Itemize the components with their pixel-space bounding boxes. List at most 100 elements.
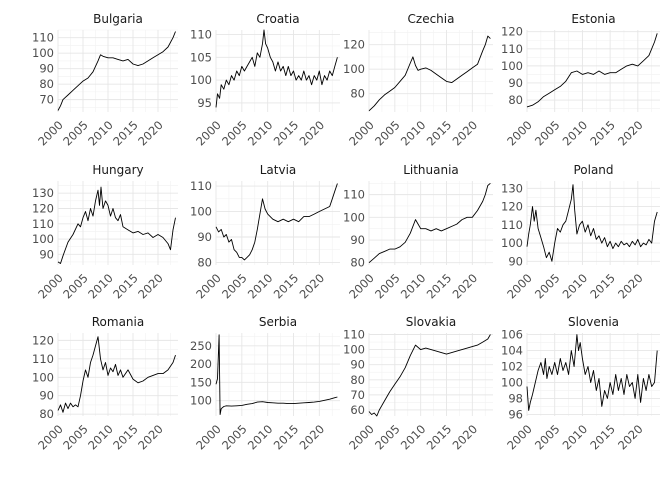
x-tick-label: 2010 <box>560 422 591 453</box>
y-tick-label: 110 <box>343 188 365 202</box>
x-tick-label: 2015 <box>587 422 618 453</box>
x-tick-label: 2005 <box>219 118 250 149</box>
panel-title: Serbia <box>259 315 297 329</box>
y-tick-label: 90 <box>508 254 523 268</box>
y-tick-label: 200 <box>190 357 212 371</box>
y-tick-label: 110 <box>190 179 212 193</box>
gridlines <box>526 30 660 112</box>
x-tick-label: 2015 <box>424 422 455 453</box>
y-tick-label: 70 <box>350 388 365 402</box>
panel-title: Lithuania <box>403 163 459 177</box>
x-tick-label: 2010 <box>245 422 276 453</box>
x-tick-label: 2010 <box>398 118 429 149</box>
panel-title: Slovenia <box>568 315 619 329</box>
y-tick-label: 90 <box>197 230 212 244</box>
x-tick-label: 2005 <box>60 422 91 453</box>
y-tick-label: 106 <box>501 328 523 342</box>
y-tick-label: 100 <box>343 210 365 224</box>
gridlines <box>526 333 660 416</box>
series-line-croatia <box>215 29 338 108</box>
x-tick-label: 2005 <box>532 271 563 302</box>
y-tick-label: 90 <box>39 247 54 261</box>
x-tick-label: 2010 <box>398 422 429 453</box>
x-tick-label: 2010 <box>245 118 276 149</box>
y-tick-label: 110 <box>32 217 54 231</box>
panel-title: Hungary <box>92 163 143 177</box>
y-tick-label: 100 <box>501 236 523 250</box>
x-tick-label: 2020 <box>135 118 166 149</box>
x-tick-label: 2020 <box>135 422 166 453</box>
y-tick-label: 102 <box>501 360 523 374</box>
panel-title: Poland <box>573 163 613 177</box>
gridlines <box>368 333 493 416</box>
x-tick-label: 2020 <box>450 422 481 453</box>
x-tick-label: 2015 <box>271 422 302 453</box>
y-tick-label: 90 <box>350 233 365 247</box>
x-tick-label: 2020 <box>615 422 646 453</box>
y-tick-label: 100 <box>501 375 523 389</box>
series-line-bulgaria <box>57 31 176 111</box>
x-tick-label: 2015 <box>587 271 618 302</box>
x-tick-label: 2000 <box>346 422 377 453</box>
y-tick-label: 90 <box>350 358 365 372</box>
y-tick-label: 96 <box>508 407 523 421</box>
x-tick-label: 2020 <box>297 271 328 302</box>
y-tick-label: 100 <box>190 394 212 408</box>
panel-title: Slovakia <box>406 315 456 329</box>
x-tick-label: 2005 <box>219 271 250 302</box>
x-tick-label: 2010 <box>560 271 591 302</box>
x-tick-label: 2020 <box>450 271 481 302</box>
y-tick-label: 110 <box>501 218 523 232</box>
x-tick-label: 2015 <box>110 118 141 149</box>
panel-title: Czechia <box>408 12 455 26</box>
x-tick-label: 2000 <box>35 271 66 302</box>
series-line-romania <box>57 336 176 413</box>
y-tick-label: 80 <box>197 255 212 269</box>
x-tick-label: 2000 <box>35 118 66 149</box>
y-tick-label: 250 <box>190 339 212 353</box>
y-tick-label: 60 <box>350 403 365 417</box>
gridlines <box>57 29 178 112</box>
x-tick-label: 2015 <box>271 118 302 149</box>
y-tick-label: 100 <box>190 205 212 219</box>
x-tick-label: 2015 <box>424 118 455 149</box>
x-tick-label: 2010 <box>245 271 276 302</box>
gridlines <box>368 181 493 265</box>
y-tick-label: 100 <box>190 73 212 87</box>
x-tick-label: 2000 <box>346 271 377 302</box>
panel-title: Estonia <box>571 12 615 26</box>
y-tick-label: 110 <box>32 31 54 45</box>
gridlines <box>57 181 178 265</box>
gridlines <box>526 181 660 265</box>
y-tick-label: 95 <box>197 96 212 110</box>
series-line-slovakia <box>368 334 491 417</box>
y-tick-label: 110 <box>32 352 54 366</box>
x-tick-label: 2000 <box>346 118 377 149</box>
x-tick-label: 2000 <box>504 422 535 453</box>
x-tick-label: 2005 <box>60 118 91 149</box>
y-tick-label: 100 <box>32 46 54 60</box>
x-tick-label: 2010 <box>85 422 116 453</box>
y-tick-label: 80 <box>508 93 523 107</box>
x-tick-label: 2010 <box>85 271 116 302</box>
series-line-estonia <box>526 33 658 108</box>
x-tick-label: 2000 <box>193 271 224 302</box>
y-tick-label: 150 <box>190 375 212 389</box>
x-tick-label: 2005 <box>219 422 250 453</box>
series-line-czechia <box>368 35 491 112</box>
y-tick-label: 110 <box>501 42 523 56</box>
panel-title: Latvia <box>260 163 297 177</box>
series-line-serbia <box>215 334 338 415</box>
x-tick-label: 2010 <box>85 118 116 149</box>
y-tick-label: 90 <box>39 62 54 76</box>
